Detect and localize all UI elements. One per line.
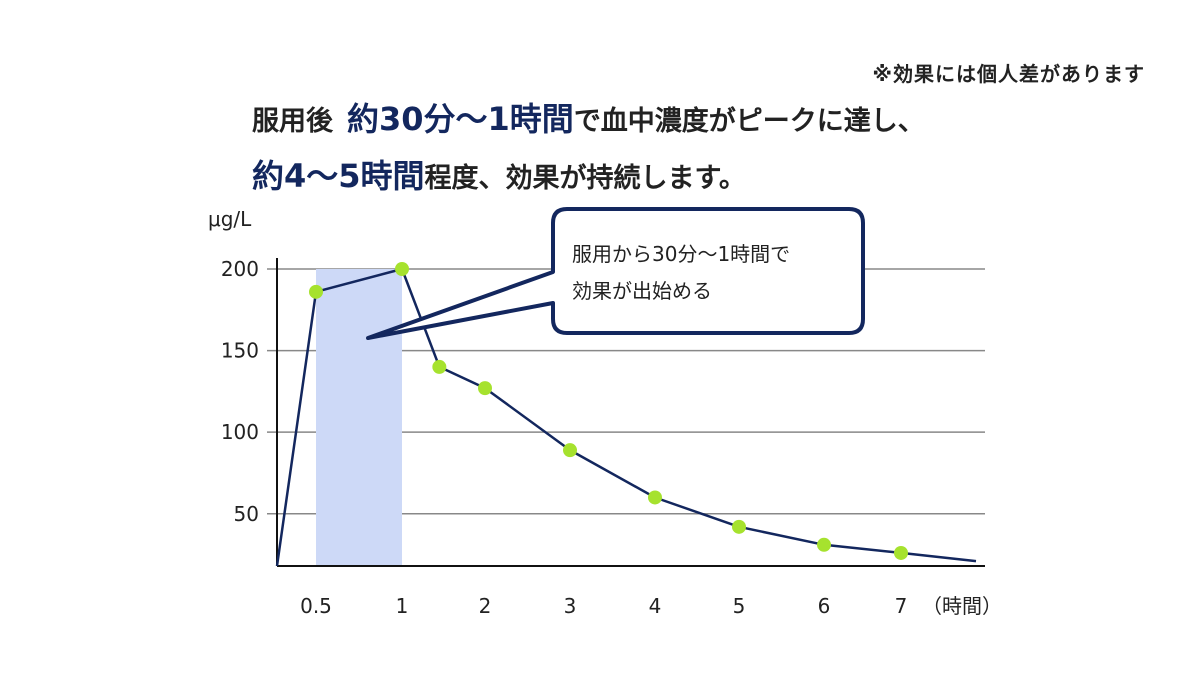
data-point-1.45 [432, 359, 447, 374]
headline-line-2: 約4〜5時間程度、効果が持続します。 [252, 149, 925, 206]
x-tick-label-5: 5 [733, 594, 746, 618]
data-point-2 [478, 381, 492, 396]
callout-text-line-2: 効果が出始める [572, 279, 712, 303]
headline-peak-text: で血中濃度がピークに達し、 [573, 106, 925, 137]
headline-peak-time: 約30分〜1時間 [347, 100, 574, 138]
y-tick-label-100: 100 [221, 420, 259, 444]
y-tick-label-150: 150 [221, 339, 259, 363]
callout-bubble [366, 207, 865, 340]
callout-text-line-1: 服用から30分〜1時間で [572, 242, 790, 266]
x-tick-label-2: 2 [479, 594, 492, 618]
data-point-0.5 [309, 284, 323, 299]
data-point-6 [817, 537, 831, 552]
x-tick-label-0.5: 0.5 [300, 594, 332, 618]
series-markers [309, 262, 908, 560]
callout: 服用から30分〜1時間で 効果が出始める [366, 207, 865, 340]
tick-labels: 50 100 150 200 0.5 1 2 3 4 5 6 7 [221, 257, 908, 618]
data-point-4 [648, 490, 662, 505]
data-point-7 [894, 545, 908, 560]
data-point-5 [732, 519, 746, 534]
headline-prefix: 服用後 [252, 106, 333, 137]
x-tick-label-3: 3 [564, 594, 577, 618]
x-tick-label-1: 1 [396, 594, 409, 618]
x-tick-label-7: 7 [895, 594, 908, 618]
x-axis-label: （時間） [922, 594, 1002, 618]
axes [276, 258, 985, 567]
x-tick-label-4: 4 [649, 594, 662, 618]
data-point-3 [563, 443, 577, 458]
data-point-1 [395, 262, 409, 276]
y-axis-label: μg/L [208, 207, 252, 231]
highlight-layer [316, 269, 402, 566]
headline: 服用後 約30分〜1時間で血中濃度がピークに達し、 約4〜5時間程度、効果が持続し… [252, 92, 925, 206]
headline-duration: 約4〜5時間 [252, 157, 425, 195]
peak-time-highlight [316, 269, 402, 566]
x-tick-label-6: 6 [818, 594, 831, 618]
disclaimer-note: ※効果には個人差があります [872, 62, 1145, 86]
headline-duration-text: 程度、効果が持続します。 [424, 163, 746, 194]
y-tick-label-200: 200 [221, 257, 259, 281]
y-tick-label-50: 50 [234, 502, 259, 526]
headline-line-1: 服用後 約30分〜1時間で血中濃度がピークに達し、 [252, 92, 925, 149]
